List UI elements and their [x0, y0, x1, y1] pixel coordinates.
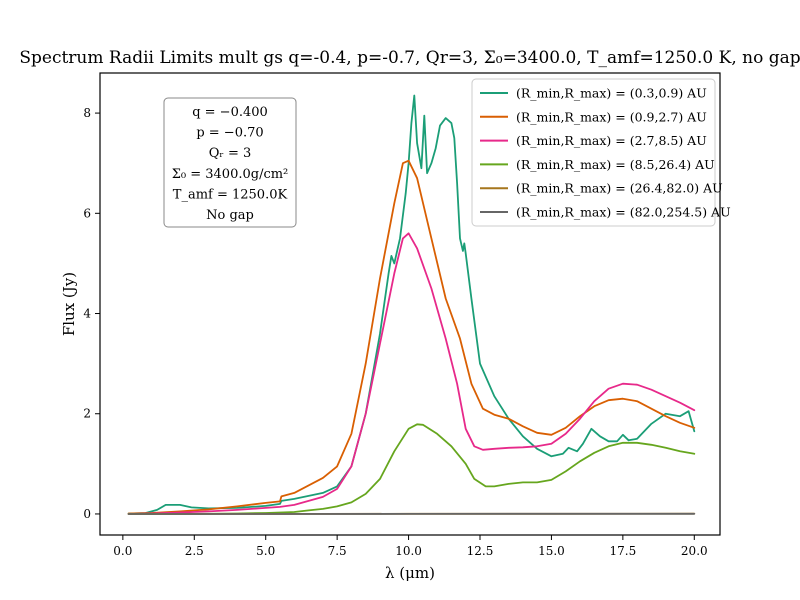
x-axis-ticks: 0.0 2.5 5.0 7.5 10.0 12.5 15.0 17.5 20.0 [113, 535, 708, 558]
annotation-line-1: q = −0.400 [192, 105, 268, 120]
legend-label-3: (R_min,R_max) = (2.7,8.5) AU [516, 133, 707, 148]
x-tick-label: 10.0 [395, 544, 422, 558]
annotation-line-2: p = −0.70 [196, 126, 263, 141]
annotation-line-4: Σ₀ = 3400.0g/cm² [172, 167, 289, 182]
plot-area [127, 94, 696, 515]
y-tick-label: 2 [83, 407, 91, 421]
x-tick-label: 15.0 [538, 544, 565, 558]
y-axis-ticks: 0 2 4 6 8 [83, 106, 100, 521]
annotation-lines: q = −0.400 p = −0.70 Qᵣ = 3 Σ₀ = 3400.0g/cm… [172, 105, 289, 223]
legend-entries: (R_min,R_max) = (0.3,0.9) AU (R_min,R_max… [480, 86, 731, 220]
y-tick-label: 6 [83, 206, 91, 220]
x-axis-label: λ (μm) [385, 564, 435, 582]
legend-label-2: (R_min,R_max) = (0.9,2.7) AU [516, 109, 707, 124]
annotation-box-frame [163, 97, 297, 228]
annotation-line-5: T_amf = 1250.0K [173, 187, 288, 202]
x-tick-label: 0.0 [113, 544, 132, 558]
y-tick-label: 4 [83, 307, 91, 321]
parameter-annotation-box: q = −0.400 p = −0.70 Qᵣ = 3 Σ₀ = 3400.0g/cm… [163, 97, 297, 228]
x-tick-label: 20.0 [681, 544, 708, 558]
x-tick-label: 2.5 [185, 544, 204, 558]
x-tick-label: 5.0 [256, 544, 275, 558]
legend-label-1: (R_min,R_max) = (0.3,0.9) AU [516, 86, 707, 101]
y-tick-label: 8 [83, 106, 91, 120]
x-tick-label: 12.5 [467, 544, 494, 558]
annotation-line-3: Qᵣ = 3 [209, 146, 252, 161]
y-tick-label: 0 [83, 507, 91, 521]
legend-label-6: (R_min,R_max) = (82.0,254.5) AU [516, 205, 731, 220]
annotation-line-6: No gap [206, 208, 254, 223]
legend-frame [471, 78, 716, 227]
y-axis-label: Flux (Jy) [60, 272, 78, 336]
series-line-1 [127, 94, 696, 515]
series-line-2 [127, 159, 696, 515]
legend-label-4: (R_min,R_max) = (8.5,26.4) AU [516, 157, 715, 172]
plot-frame [99, 72, 721, 536]
series-line-3 [127, 232, 696, 515]
legend-label-5: (R_min,R_max) = (26.4,82.0) AU [516, 181, 723, 196]
chart-title: Spectrum Radii Limits mult gs q=-0.4, p=… [19, 48, 800, 68]
series-line-4 [127, 423, 696, 515]
x-tick-label: 17.5 [609, 544, 636, 558]
x-tick-label: 7.5 [328, 544, 347, 558]
legend: (R_min,R_max) = (0.3,0.9) AU (R_min,R_max… [471, 78, 731, 227]
